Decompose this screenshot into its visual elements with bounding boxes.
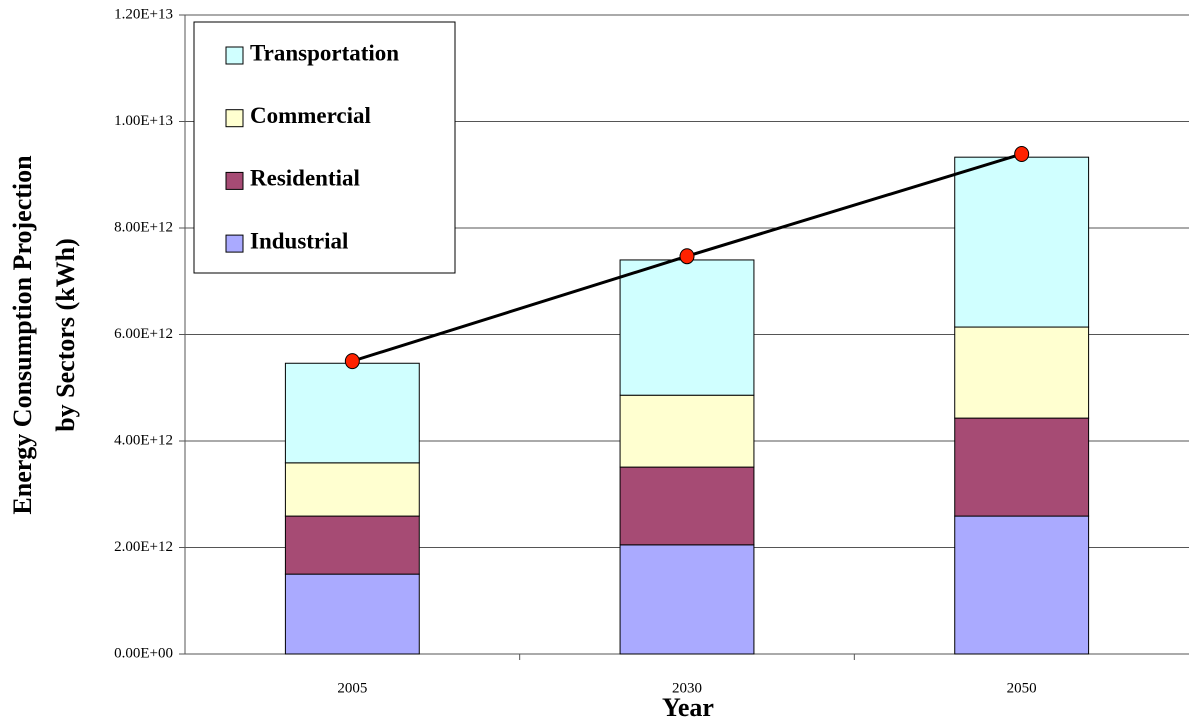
bar-segment	[619, 466, 755, 546]
legend-box	[193, 21, 456, 274]
bar-segment	[954, 515, 1090, 655]
bar-segment	[619, 544, 755, 655]
y-tick-label: 4.00E+12	[114, 432, 173, 448]
y-axis-label: by Sectors (kWh)	[51, 238, 80, 432]
y-tick-label: 2.00E+12	[114, 539, 173, 555]
legend-label: Transportation	[250, 40, 399, 65]
legend-swatch	[225, 109, 244, 128]
x-tick-label: 2005	[337, 680, 367, 696]
total-marker	[1014, 145, 1030, 162]
bar-segment	[284, 515, 420, 575]
bar-segment	[284, 462, 420, 517]
y-axis-label: Energy Consumption Projection	[8, 155, 37, 515]
bar-segment	[954, 326, 1090, 419]
total-marker	[679, 248, 695, 265]
bar-segment	[954, 417, 1090, 517]
legend-label: Industrial	[250, 228, 348, 253]
legend-label: Commercial	[250, 103, 371, 128]
y-tick-label: 6.00E+12	[114, 326, 173, 342]
x-tick-label: 2030	[672, 680, 702, 696]
legend-swatch	[225, 46, 244, 65]
legend-swatch	[225, 171, 244, 190]
bar-segment	[619, 259, 755, 396]
bar-segment	[284, 573, 420, 655]
bar-segment	[954, 156, 1090, 328]
bar-segment	[284, 362, 420, 464]
y-tick-label: 8.00E+12	[114, 219, 173, 235]
x-axis-label: Year	[662, 693, 714, 722]
y-tick-label: 0.00E+00	[114, 645, 173, 661]
y-tick-label: 1.20E+13	[114, 6, 173, 22]
legend-swatch	[225, 234, 244, 253]
x-tick-label: 2050	[1007, 680, 1037, 696]
total-marker	[344, 353, 360, 370]
bar-segment	[619, 394, 755, 468]
legend-label: Residential	[250, 166, 360, 191]
y-tick-label: 1.00E+13	[114, 113, 173, 129]
